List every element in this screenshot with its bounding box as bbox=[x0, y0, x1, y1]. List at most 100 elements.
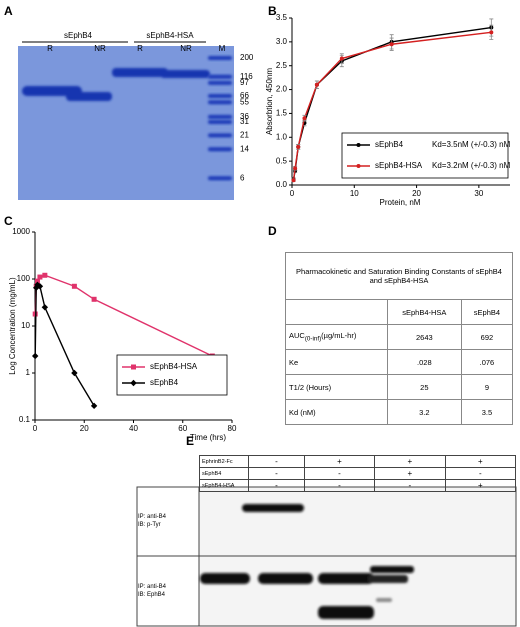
pk-table: Pharmacokinetic and Saturation Binding C… bbox=[285, 252, 514, 425]
marker-label: 116 bbox=[240, 72, 253, 81]
table-row: AUC(0-inf)(µg/mL-hr) 2643 692 bbox=[285, 324, 514, 350]
condition-name: sEphB4-HSA bbox=[199, 479, 249, 492]
table-cell: .028 bbox=[386, 349, 462, 375]
series-line bbox=[34, 283, 95, 407]
marker bbox=[91, 296, 97, 302]
ladder-band bbox=[208, 147, 232, 152]
x-tick-label: 20 bbox=[80, 424, 89, 433]
gel-group-label: sEphB4 bbox=[64, 31, 93, 40]
table-cell: .076 bbox=[460, 349, 514, 375]
table-cell bbox=[285, 299, 388, 325]
marker-label: 36 bbox=[240, 112, 249, 121]
lane-label: NR bbox=[180, 44, 192, 53]
y-tick-label: 0.1 bbox=[19, 415, 31, 424]
marker bbox=[314, 82, 319, 87]
condition-sign: - bbox=[303, 479, 376, 492]
condition-sign: + bbox=[374, 455, 446, 468]
condition-sign: + bbox=[444, 455, 517, 468]
condition-sign: + bbox=[444, 479, 517, 492]
row-label: T1/2 (Hours) bbox=[285, 374, 388, 400]
blot-label-line: IP: anti-B4 bbox=[138, 514, 167, 520]
table-header-row: sEphB4-HSA sEphB4 bbox=[285, 299, 514, 325]
y-tick-label: 1.0 bbox=[276, 132, 288, 141]
marker bbox=[489, 30, 494, 35]
y-tick-label: 2.5 bbox=[276, 61, 288, 70]
table-row: Pharmacokinetic and Saturation Binding C… bbox=[285, 252, 513, 300]
marker bbox=[36, 283, 44, 290]
marker bbox=[42, 272, 48, 278]
gel-bands bbox=[22, 68, 210, 101]
condition-row: sEphB4-HSA - - - + bbox=[199, 479, 517, 492]
table-header: sEphB4 bbox=[460, 299, 514, 325]
lane-label: M bbox=[219, 44, 226, 53]
marker bbox=[31, 352, 39, 360]
legend-label: sEphB4-HSA bbox=[375, 161, 423, 170]
ladder-band bbox=[208, 176, 232, 181]
x-tick-label: 40 bbox=[129, 424, 138, 433]
marker-label: 200 bbox=[240, 53, 254, 62]
y-tick-label: 1000 bbox=[12, 227, 30, 236]
table-cell: 692 bbox=[460, 324, 514, 350]
legend-annotation: Kd=3.5nM (+/-0.3) nM bbox=[432, 140, 511, 149]
y-tick-label: 1 bbox=[26, 368, 31, 377]
condition-sign: - bbox=[374, 479, 446, 492]
marker bbox=[41, 304, 49, 311]
panel-label: C bbox=[4, 214, 13, 228]
condition-sign: - bbox=[248, 467, 305, 480]
marker-label: 55 bbox=[240, 97, 249, 106]
marker bbox=[339, 56, 344, 61]
x-tick-label: 20 bbox=[412, 189, 421, 198]
panel-label: E bbox=[186, 434, 194, 448]
table-row: Ke .028.076 bbox=[285, 349, 514, 375]
ladder-band bbox=[208, 56, 232, 60]
condition-sign: - bbox=[444, 467, 517, 480]
x-axis-label: Time (hrs) bbox=[190, 433, 226, 442]
band bbox=[242, 504, 304, 512]
marker bbox=[37, 274, 43, 280]
lane-label: NR bbox=[94, 44, 106, 53]
band bbox=[376, 598, 392, 602]
ladder-band bbox=[208, 74, 232, 79]
marker bbox=[71, 369, 78, 377]
band bbox=[112, 68, 168, 77]
series-line bbox=[292, 31, 492, 181]
ladder-band bbox=[208, 80, 232, 85]
legend-label: sEphB4 bbox=[150, 378, 179, 387]
condition-row: EphrinB2-Fc - + + + bbox=[199, 455, 517, 468]
legend-box bbox=[116, 354, 228, 396]
table-cell: 3.2 bbox=[386, 399, 462, 425]
marker bbox=[302, 116, 307, 121]
table-cell: 3.5 bbox=[460, 399, 514, 425]
marker bbox=[71, 283, 77, 289]
band bbox=[370, 566, 414, 573]
x-axis-label: Protein, nM bbox=[380, 198, 421, 207]
ladder-band bbox=[208, 94, 232, 99]
band bbox=[66, 92, 112, 101]
row-label-text: Ke bbox=[289, 357, 299, 367]
condition-sign: - bbox=[248, 455, 305, 468]
legend-box bbox=[341, 132, 509, 179]
marker bbox=[291, 178, 296, 183]
ladder-band bbox=[208, 119, 232, 124]
condition-name: EphrinB2-Fc bbox=[199, 455, 249, 468]
legend-marker bbox=[356, 164, 361, 168]
band bbox=[200, 573, 250, 584]
condition-row: sEphB4- - + - bbox=[199, 467, 517, 480]
panel-label: A bbox=[4, 4, 13, 18]
marker bbox=[34, 278, 40, 284]
legend-label: sEphB4 bbox=[375, 140, 404, 149]
y-axis-label: Log Concentration (mg/mL) bbox=[8, 277, 17, 375]
row-label-text: Kd (nM) bbox=[289, 407, 316, 417]
marker bbox=[90, 402, 98, 410]
marker bbox=[389, 42, 394, 47]
table-cell: 9 bbox=[460, 374, 514, 400]
condition-sign: - bbox=[248, 479, 305, 492]
marker-label: 6 bbox=[240, 173, 245, 182]
blot-bands bbox=[200, 504, 414, 619]
row-label-text: T1/2 (Hours) bbox=[289, 382, 332, 392]
row-label-unit: (µg/mL-hr) bbox=[321, 331, 357, 341]
table-title: Pharmacokinetic and Saturation Binding C… bbox=[285, 252, 513, 300]
band bbox=[258, 573, 313, 584]
